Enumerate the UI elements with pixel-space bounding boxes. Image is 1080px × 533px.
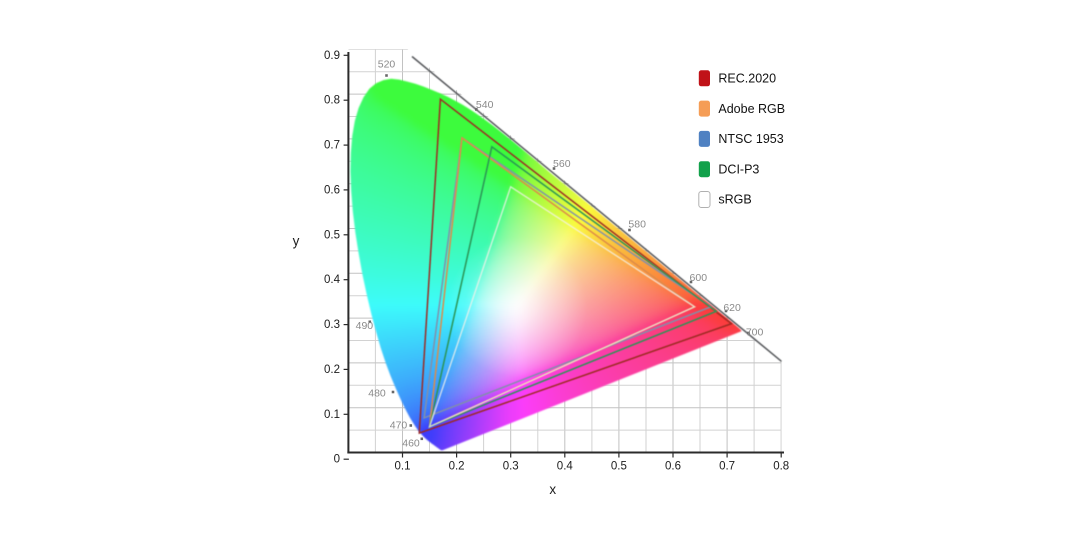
svg-text:0.7: 0.7	[719, 461, 735, 473]
svg-text:sRGB: sRGB	[718, 193, 751, 207]
svg-text:NTSC 1953: NTSC 1953	[718, 132, 783, 146]
svg-text:0.8: 0.8	[773, 461, 789, 473]
svg-text:0.2: 0.2	[449, 461, 465, 473]
svg-text:y: y	[293, 234, 300, 249]
svg-text:700: 700	[746, 327, 764, 339]
svg-text:600: 600	[690, 272, 708, 284]
svg-text:0.5: 0.5	[611, 461, 627, 473]
svg-text:0.6: 0.6	[665, 461, 681, 473]
svg-text:470: 470	[390, 420, 408, 432]
svg-text:0.3: 0.3	[324, 319, 340, 331]
svg-text:490: 490	[356, 320, 374, 332]
svg-text:0.3: 0.3	[503, 461, 519, 473]
svg-text:560: 560	[553, 158, 571, 170]
svg-text:460: 460	[402, 438, 420, 450]
svg-text:480: 480	[368, 387, 386, 399]
svg-text:580: 580	[628, 219, 646, 231]
svg-text:0.4: 0.4	[324, 274, 341, 286]
svg-text:0.1: 0.1	[395, 461, 411, 473]
svg-text:0.6: 0.6	[324, 184, 340, 196]
svg-text:x: x	[549, 482, 556, 497]
svg-text:540: 540	[476, 99, 494, 111]
svg-text:620: 620	[723, 302, 741, 314]
svg-text:0.5: 0.5	[324, 229, 340, 241]
svg-text:DCI-P3: DCI-P3	[718, 162, 759, 176]
svg-text:REC.2020: REC.2020	[718, 72, 776, 86]
svg-text:0.8: 0.8	[324, 95, 340, 107]
svg-text:520: 520	[378, 59, 396, 71]
svg-text:Adobe RGB: Adobe RGB	[718, 102, 785, 116]
svg-text:0: 0	[334, 454, 340, 466]
svg-text:0.2: 0.2	[324, 364, 340, 376]
svg-text:0.4: 0.4	[557, 461, 574, 473]
svg-text:0.7: 0.7	[324, 140, 340, 152]
svg-text:0.9: 0.9	[324, 50, 340, 62]
svg-text:0.1: 0.1	[324, 409, 340, 421]
